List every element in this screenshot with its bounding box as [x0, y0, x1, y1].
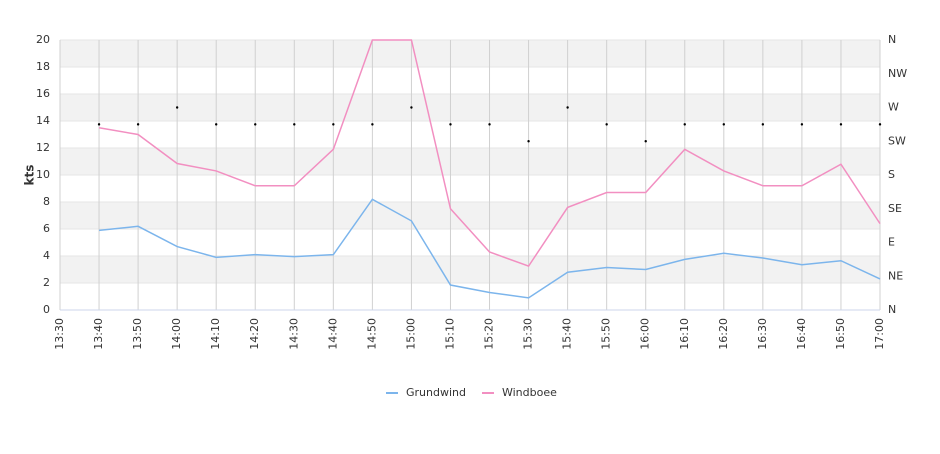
x-tick-label: 16:00: [639, 318, 652, 350]
legend-label: Grundwind: [406, 386, 466, 399]
y-tick-label: 2: [43, 276, 50, 289]
direction-dot: [683, 123, 686, 126]
y-tick-label: 12: [36, 141, 50, 154]
y2-tick-label: E: [888, 236, 895, 249]
plot-band: [60, 40, 880, 67]
y-tick-label: 14: [36, 114, 50, 127]
y-tick-label: 4: [43, 249, 50, 262]
direction-dot: [97, 123, 101, 126]
x-tick-label: 15:40: [561, 318, 574, 350]
direction-dot: [332, 123, 335, 126]
y-tick-label: 0: [43, 303, 50, 316]
x-tick-label: 15:50: [600, 318, 613, 350]
y2-tick-label: N: [888, 33, 896, 46]
direction-dot: [644, 140, 647, 143]
x-tick-label: 16:30: [756, 318, 769, 350]
x-tick-label: 15:10: [443, 318, 456, 350]
x-tick-label: 14:20: [248, 318, 261, 350]
x-tick-label: 14:40: [326, 318, 339, 350]
y-tick-label: 10: [36, 168, 50, 181]
y2-tick-label: SW: [888, 134, 906, 147]
x-tick-label: 13:50: [131, 318, 144, 350]
x-tick-label: 16:50: [834, 318, 847, 350]
direction-dot: [527, 140, 530, 143]
y2-tick-label: SE: [888, 202, 902, 215]
plot-band: [60, 202, 880, 229]
y-axis-label: kts: [23, 165, 37, 186]
direction-dot: [761, 123, 765, 126]
direction-dot: [566, 106, 569, 109]
direction-dot: [214, 123, 218, 126]
y2-tick-label: W: [888, 101, 899, 114]
x-tick-label: 15:30: [522, 318, 535, 350]
direction-dot: [878, 123, 882, 126]
y-tick-label: 6: [43, 222, 50, 235]
y2-tick-label: S: [888, 168, 895, 181]
direction-dot: [722, 123, 726, 126]
y2-tick-label: NW: [888, 67, 907, 80]
y-tick-label: 8: [43, 195, 50, 208]
direction-dot: [254, 123, 257, 126]
direction-dot: [605, 123, 608, 126]
x-tick-label: 13:40: [92, 318, 105, 350]
y-tick-label: 20: [36, 33, 50, 46]
direction-dot: [449, 123, 452, 126]
direction-dot: [293, 123, 296, 126]
y2-tick-label: N: [888, 303, 896, 316]
direction-dot: [371, 123, 374, 126]
legend: Grundwind Windboee: [386, 386, 557, 399]
y-tick-label: 16: [36, 87, 50, 100]
direction-dot: [410, 106, 413, 109]
legend-label: Windboee: [502, 386, 557, 399]
x-tick-label: 15:00: [404, 318, 417, 350]
x-tick-label: 13:30: [53, 318, 66, 350]
direction-dot: [800, 123, 804, 126]
direction-dot: [839, 123, 843, 126]
x-tick-label: 16:10: [678, 318, 691, 350]
plot-band: [60, 256, 880, 283]
series-line: [98, 198, 881, 299]
y2-tick-label: NE: [888, 269, 903, 282]
series-line: [98, 39, 881, 268]
x-tick-label: 14:00: [170, 318, 183, 350]
direction-dot: [488, 123, 491, 126]
x-tick-label: 14:50: [365, 318, 378, 350]
plot-band: [60, 94, 880, 121]
x-tick-label: 17:00: [873, 318, 886, 350]
plot-band: [60, 148, 880, 175]
direction-dot: [136, 123, 140, 126]
x-tick-label: 14:10: [209, 318, 222, 350]
x-tick-label: 15:20: [483, 318, 496, 350]
x-tick-label: 16:20: [717, 318, 730, 350]
x-tick-label: 16:40: [795, 318, 808, 350]
direction-dot: [175, 106, 179, 109]
x-tick-label: 14:30: [287, 318, 300, 350]
y-tick-label: 18: [36, 60, 50, 73]
